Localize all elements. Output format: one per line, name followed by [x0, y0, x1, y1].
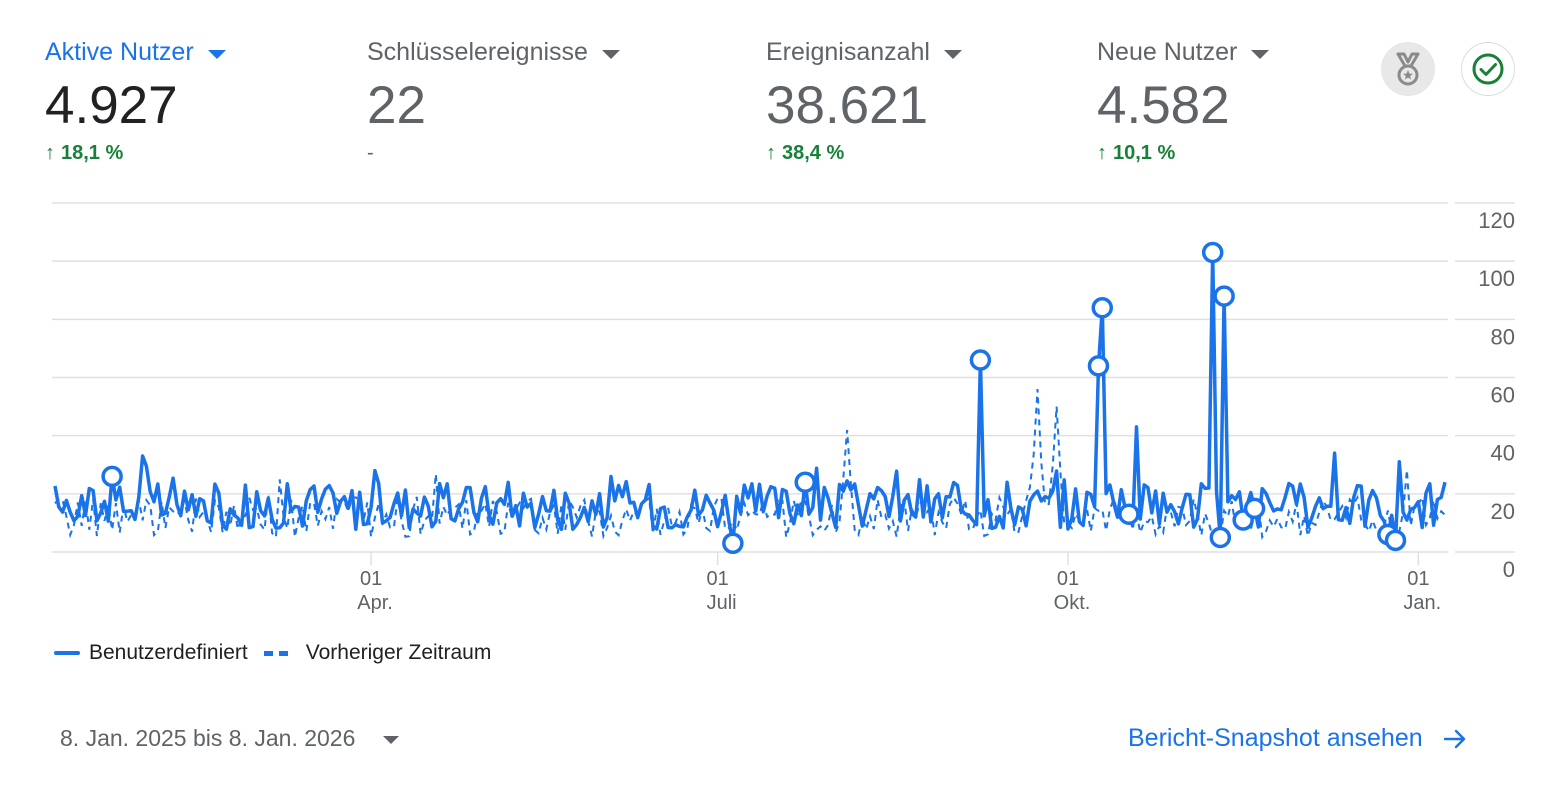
- anomaly-marker[interactable]: [1091, 296, 1114, 319]
- metric-label: Neue Nutzer: [1097, 38, 1238, 66]
- caret-down-icon[interactable]: [1251, 49, 1270, 59]
- metric-title[interactable]: Aktive Nutzer: [45, 38, 226, 67]
- metric-value: 4.582: [1097, 76, 1230, 135]
- x-tick-month: Okt.: [1054, 592, 1091, 614]
- x-tick-day: 01: [707, 568, 729, 590]
- y-tick-label: 120: [1478, 208, 1515, 233]
- metric-change-value: 10,1 %: [1113, 141, 1176, 164]
- metric-new-users[interactable]: Neue Nutzer 4.582 ↑ 10,1 %: [1097, 38, 1270, 165]
- metric-change: ↑ 10,1 %: [1097, 141, 1269, 165]
- line-chart[interactable]: 0 20 40 60 80 100 120 01 Apr. 01 Juli 01 Okt. 01 Jan.: [0, 195, 1558, 625]
- anomaly-marker[interactable]: [1384, 529, 1407, 552]
- anomaly-marker[interactable]: [101, 465, 123, 488]
- metric-change: ↑ 18,1 %: [45, 141, 226, 165]
- metric-value: 22: [367, 76, 426, 135]
- x-tick-month: Juli: [707, 592, 737, 614]
- metric-active-users[interactable]: Aktive Nutzer 4.927 ↑ 18,1 %: [45, 38, 226, 165]
- metric-title[interactable]: Neue Nutzer: [1097, 38, 1270, 67]
- legend-item-previous[interactable]: Vorheriger Zeitraum: [263, 641, 492, 665]
- solid-line-icon: [54, 651, 80, 655]
- metric-event-count[interactable]: Ereignisanzahl 38.621 ↑ 38,4 %: [766, 38, 962, 165]
- y-tick-label: 60: [1491, 383, 1515, 408]
- metric-label: Aktive Nutzer: [45, 38, 194, 66]
- y-tick-label: 100: [1478, 266, 1515, 291]
- anomaly-marker[interactable]: [1087, 355, 1110, 377]
- metric-change-value: 38,4 %: [782, 141, 845, 164]
- anomaly-marker[interactable]: [1201, 241, 1224, 264]
- anomaly-marker[interactable]: [794, 471, 816, 493]
- legend-item-current[interactable]: Benutzerdefiniert: [54, 641, 248, 665]
- arrow-right-icon: [1443, 729, 1465, 748]
- metric-change-value: 18,1 %: [61, 141, 124, 164]
- caret-down-icon[interactable]: [601, 49, 620, 59]
- caret-down-icon[interactable]: [944, 49, 962, 59]
- metric-value: 4.927: [45, 76, 178, 135]
- caret-down-icon[interactable]: [207, 49, 226, 59]
- date-range-selector[interactable]: 8. Jan. 2025 bis 8. Jan. 2026: [60, 725, 400, 752]
- x-tick-month: Jan.: [1403, 592, 1441, 614]
- date-range-label: 8. Jan. 2025 bis 8. Jan. 2026: [60, 725, 356, 751]
- anomaly-marker[interactable]: [1118, 503, 1140, 525]
- arrow-up-icon: ↑: [45, 141, 55, 164]
- medal-icon: [1396, 52, 1420, 86]
- metric-label: Ereignisanzahl: [766, 38, 930, 66]
- anomaly-marker[interactable]: [1213, 285, 1235, 307]
- arrow-up-icon: ↑: [1097, 141, 1107, 164]
- metric-title[interactable]: Ereignisanzahl: [766, 38, 962, 67]
- dashed-line-icon: [263, 650, 294, 656]
- metric-value: 38.621: [766, 76, 929, 135]
- legend-label: Vorheriger Zeitraum: [305, 641, 492, 664]
- check-status-button[interactable]: [1461, 42, 1515, 96]
- metric-change-value: -: [367, 141, 374, 164]
- medal-button[interactable]: [1381, 42, 1435, 96]
- metric-change: -: [367, 141, 620, 165]
- y-tick-label: 40: [1491, 441, 1515, 466]
- chart-legend: Benutzerdefiniert Vorheriger Zeitraum: [54, 641, 507, 665]
- metric-change: ↑ 38,4 %: [766, 141, 962, 165]
- snapshot-link-label: Bericht-Snapshot ansehen: [1128, 724, 1423, 752]
- x-tick-day: 01: [1407, 568, 1429, 590]
- metric-key-events[interactable]: Schlüsselereignisse 22 -: [367, 38, 620, 165]
- x-tick-day: 01: [1057, 568, 1079, 590]
- y-tick-label: 20: [1491, 499, 1515, 524]
- view-report-snapshot-link[interactable]: Bericht-Snapshot ansehen: [1128, 724, 1467, 753]
- y-tick-label: 0: [1503, 557, 1515, 582]
- anomaly-marker[interactable]: [1209, 526, 1232, 549]
- series-custom: [53, 250, 1447, 546]
- check-circle-icon: [1472, 53, 1504, 85]
- x-tick-month: Apr.: [357, 592, 393, 614]
- arrow-up-icon: ↑: [766, 141, 776, 164]
- caret-down-icon: [383, 736, 400, 744]
- anomaly-marker[interactable]: [722, 532, 744, 555]
- anomaly-marker[interactable]: [969, 349, 992, 371]
- legend-label: Benutzerdefiniert: [89, 641, 248, 664]
- metric-label: Schlüsselereignisse: [367, 38, 588, 66]
- metric-title[interactable]: Schlüsselereignisse: [367, 38, 620, 67]
- y-tick-label: 80: [1491, 324, 1515, 349]
- x-tick-day: 01: [360, 568, 382, 590]
- anomaly-marker[interactable]: [1243, 497, 1266, 520]
